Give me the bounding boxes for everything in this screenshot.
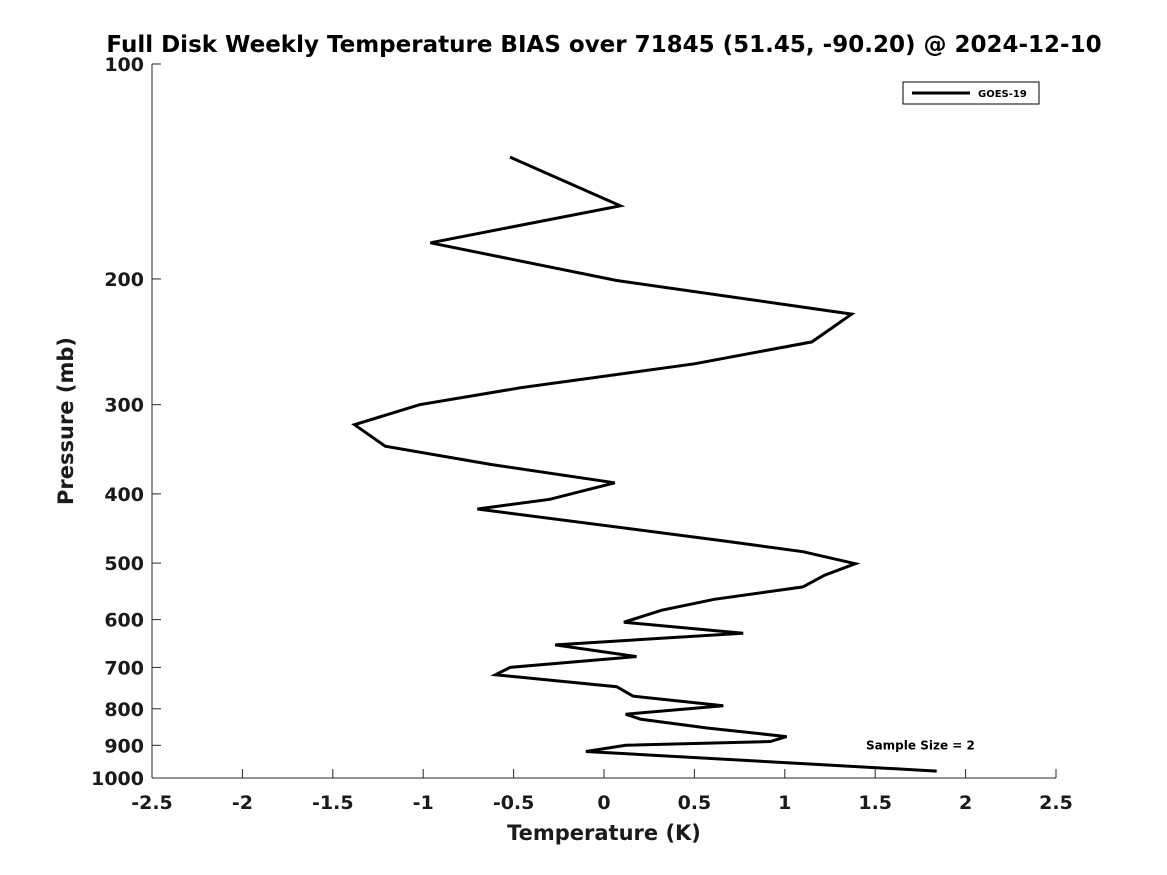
x-axis: -2.5 -2 -1.5 -1 -0.5 0 0.5 1 1.5 2 2.5 xyxy=(131,769,1073,814)
y-tick-label: 400 xyxy=(104,484,144,506)
x-tick-label: 1.5 xyxy=(858,792,892,814)
y-tick-label: 800 xyxy=(104,699,144,721)
y-tick-label: 1000 xyxy=(91,768,144,790)
series-group xyxy=(351,155,937,773)
x-tick-label: -1 xyxy=(413,792,434,814)
chart-title: Full Disk Weekly Temperature BIAS over 7… xyxy=(106,32,1101,58)
y-tick-label: 600 xyxy=(104,610,144,632)
x-tick-label: 1 xyxy=(778,792,791,814)
legend: GOES-19 xyxy=(902,81,1040,105)
x-tick-label: 2 xyxy=(959,792,972,814)
legend-label: GOES-19 xyxy=(978,89,1027,100)
x-axis-label: Temperature (K) xyxy=(507,821,701,845)
x-tick-label: 2.5 xyxy=(1039,792,1073,814)
legend-box xyxy=(902,81,1040,105)
y-tick-label: 200 xyxy=(104,269,144,291)
x-tick-label: -1.5 xyxy=(312,792,354,814)
y-tick-label: 700 xyxy=(104,657,144,679)
series-line-0 xyxy=(351,155,937,773)
x-tick-label: 0.5 xyxy=(678,792,712,814)
x-tick-label: 0 xyxy=(597,792,610,814)
y-axis: 100 200 300 400 500 600 700 800 900 1000 xyxy=(91,54,161,790)
x-tick-label: -0.5 xyxy=(493,792,535,814)
y-tick-label: 500 xyxy=(104,553,144,575)
plot-area xyxy=(151,64,1056,779)
x-tick-label: -2.5 xyxy=(131,792,173,814)
y-tick-label: 900 xyxy=(104,735,144,757)
y-tick-label: 300 xyxy=(104,395,144,417)
y-axis-label: Pressure (mb) xyxy=(54,337,78,505)
x-tick-label: -2 xyxy=(232,792,253,814)
y-tick-label: 100 xyxy=(104,54,144,76)
sample-size-annotation: Sample Size = 2 xyxy=(866,738,975,752)
